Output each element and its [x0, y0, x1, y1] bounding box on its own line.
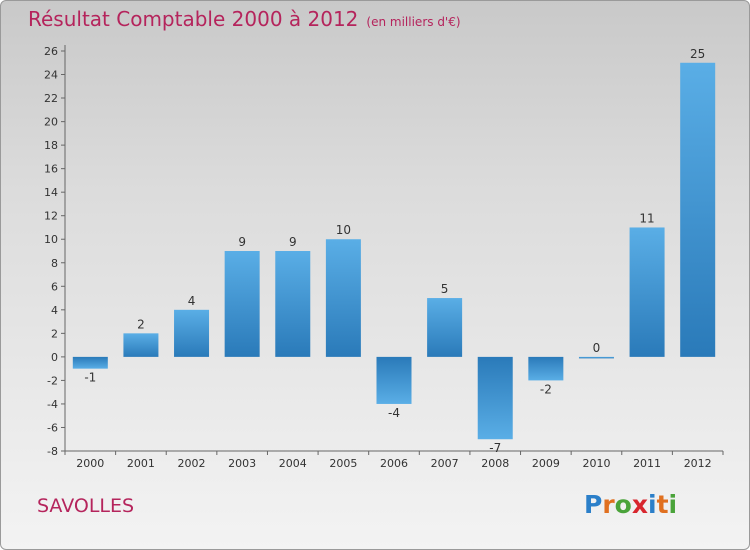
commune-name: SAVOLLES: [37, 495, 135, 517]
bar-value-label: 11: [639, 211, 654, 225]
y-tick-label: 4: [51, 304, 58, 317]
proxiti-logo: Proxiti: [584, 490, 677, 519]
bar-value-label: 9: [289, 235, 297, 249]
bar-value-label: 10: [336, 223, 351, 237]
bar: [528, 356, 564, 381]
bar: [72, 356, 108, 369]
y-tick-label: -4: [47, 398, 58, 411]
chart-title: Résultat Comptable 2000 à 2012 (en millie…: [28, 7, 461, 31]
x-tick-label: 2003: [228, 457, 256, 470]
y-tick-label: 22: [44, 92, 58, 105]
bar: [275, 251, 311, 357]
bar-value-label: -2: [540, 382, 552, 396]
x-tick-label: 2012: [684, 457, 712, 470]
x-tick-label: 2007: [431, 457, 459, 470]
logo-letter: P: [584, 490, 603, 519]
x-tick-label: 2000: [76, 457, 104, 470]
bar: [224, 251, 260, 357]
y-tick-label: 18: [44, 139, 58, 152]
chart-subtitle: (en milliers d'€): [366, 15, 461, 29]
y-tick-label: 2: [51, 327, 58, 340]
y-tick-label: 10: [44, 233, 58, 246]
y-tick-label: 14: [44, 186, 58, 199]
logo-letter: r: [602, 490, 615, 519]
x-tick-label: 2005: [329, 457, 357, 470]
bar-value-label: -4: [388, 406, 400, 420]
y-tick-label: 16: [44, 163, 58, 176]
bar-value-label: -7: [489, 441, 501, 455]
y-tick-label: 24: [44, 69, 58, 82]
bar: [174, 309, 210, 357]
bar-value-label: 25: [690, 47, 705, 61]
bar-value-label: 5: [441, 282, 449, 296]
bar-value-label: 4: [188, 294, 196, 308]
bar: [325, 239, 361, 357]
bar: [578, 356, 614, 359]
bar: [629, 227, 665, 357]
logo-letter: i: [668, 490, 678, 519]
x-tick-label: 2002: [178, 457, 206, 470]
x-tick-label: 2008: [481, 457, 509, 470]
x-tick-label: 2010: [582, 457, 610, 470]
bar: [477, 356, 513, 440]
logo-letter: t: [656, 490, 669, 519]
bar-value-label: 2: [137, 317, 145, 331]
bar: [376, 356, 412, 404]
y-tick-label: 0: [51, 351, 58, 364]
logo-letter: o: [614, 490, 632, 519]
y-tick-label: -6: [47, 421, 58, 434]
bar: [680, 62, 716, 357]
x-tick-label: 2001: [127, 457, 155, 470]
y-tick-label: 8: [51, 257, 58, 270]
logo-letter: x: [631, 490, 648, 519]
chart-title-text: Résultat Comptable 2000 à 2012: [28, 7, 359, 31]
y-tick-label: 20: [44, 116, 58, 129]
bar-value-label: -1: [84, 371, 96, 385]
x-tick-label: 2009: [532, 457, 560, 470]
x-tick-label: 2006: [380, 457, 408, 470]
bar: [427, 298, 463, 357]
logo-letter: i: [648, 490, 657, 519]
x-tick-label: 2004: [279, 457, 307, 470]
bar: [123, 333, 159, 357]
y-tick-label: -2: [47, 374, 58, 387]
bar-value-label: 9: [238, 235, 246, 249]
x-tick-label: 2011: [633, 457, 661, 470]
y-tick-label: 26: [44, 45, 58, 58]
y-tick-label: -8: [47, 445, 58, 458]
bar-value-label: 0: [593, 341, 601, 355]
y-tick-label: 12: [44, 210, 58, 223]
y-tick-label: 6: [51, 280, 58, 293]
